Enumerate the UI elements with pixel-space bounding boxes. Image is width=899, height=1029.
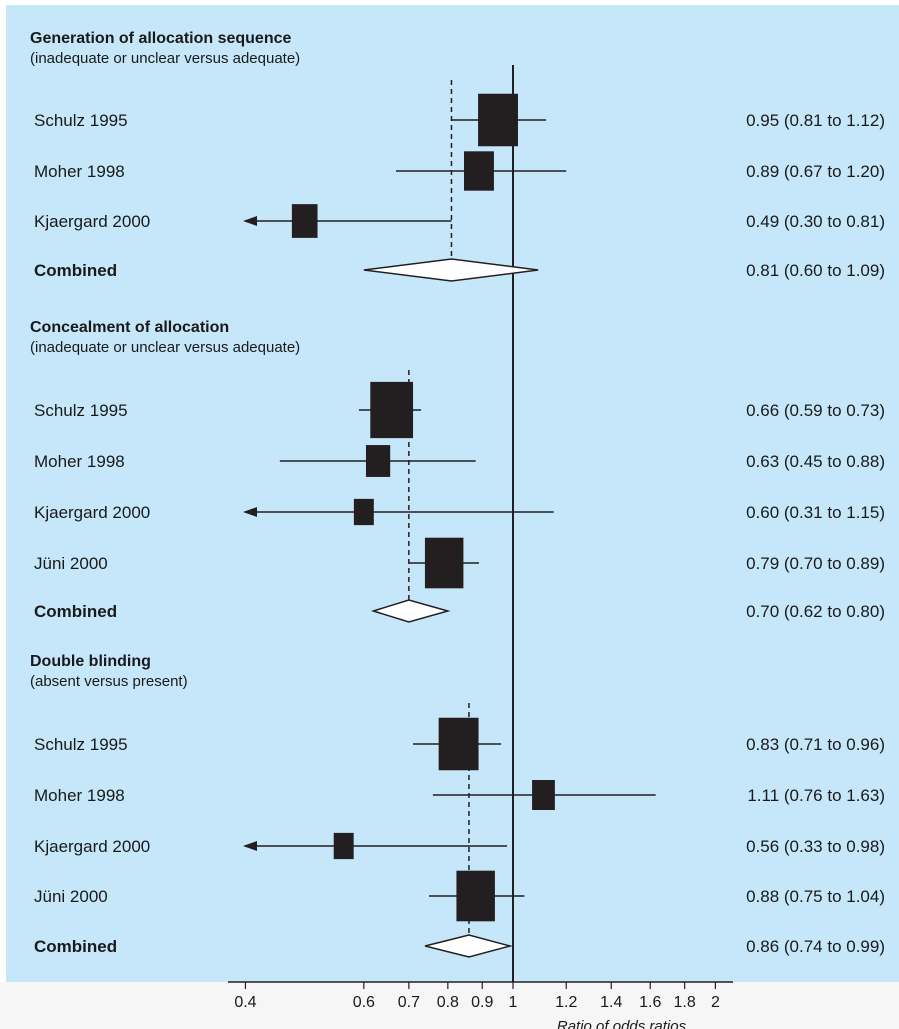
study-label: Kjaergard 2000 <box>34 212 150 231</box>
study-marker <box>370 381 414 439</box>
ci-text: 0.86 (0.74 to 0.99) <box>746 937 885 956</box>
ci-text: 0.49 (0.30 to 0.81) <box>746 212 885 231</box>
study-marker <box>353 498 374 526</box>
ci-text: 0.79 (0.70 to 0.89) <box>746 554 885 573</box>
study-label: Moher 1998 <box>34 452 125 471</box>
ci-text: 0.60 (0.31 to 1.15) <box>746 503 885 522</box>
ci-text: 0.95 (0.81 to 1.12) <box>746 111 885 130</box>
ci-text: 0.70 (0.62 to 0.80) <box>746 602 885 621</box>
group-title: Double blinding <box>30 653 151 670</box>
chart-panel <box>6 5 899 982</box>
study-marker <box>438 717 479 771</box>
combined-diamond <box>424 934 513 958</box>
study-marker <box>365 445 391 477</box>
x-tick-label: 0.9 <box>471 994 493 1011</box>
study-label: Moher 1998 <box>34 162 125 181</box>
study-label: Schulz 1995 <box>34 111 128 130</box>
ci-text: 0.56 (0.33 to 0.98) <box>746 837 885 856</box>
combined-diamond <box>370 599 451 623</box>
study-marker <box>456 870 495 922</box>
combined-label: Combined <box>34 602 117 621</box>
study-marker <box>333 832 354 860</box>
x-tick-label: 0.8 <box>437 994 459 1011</box>
group-title: Concealment of allocation <box>30 319 229 336</box>
truncation-arrow <box>243 507 257 517</box>
study-label: Moher 1998 <box>34 786 125 805</box>
group-subtitle: (absent versus present) <box>30 673 188 690</box>
group-title: Generation of allocation sequence <box>30 30 291 47</box>
x-axis-title: Ratio of odds ratios <box>557 1018 687 1029</box>
ci-text: 0.66 (0.59 to 0.73) <box>746 401 885 420</box>
x-tick-label: 2 <box>711 994 720 1011</box>
ci-text: 1.11 (0.76 to 1.63) <box>747 786 885 805</box>
chart-footer <box>0 982 899 1029</box>
combined-diamond <box>363 258 539 282</box>
x-tick-label: 1 <box>509 994 518 1011</box>
study-label: Schulz 1995 <box>34 401 128 420</box>
x-tick-label: 0.6 <box>353 994 375 1011</box>
combined-label: Combined <box>34 937 117 956</box>
study-label: Jüni 2000 <box>34 554 108 573</box>
group-subtitle: (inadequate or unclear versus adequate) <box>30 339 300 356</box>
ci-text: 0.88 (0.75 to 1.04) <box>746 887 885 906</box>
study-label: Jüni 2000 <box>34 887 108 906</box>
x-tick-label: 0.7 <box>398 994 420 1011</box>
group-subtitle: (inadequate or unclear versus adequate) <box>30 50 300 67</box>
ci-text: 0.83 (0.71 to 0.96) <box>746 735 885 754</box>
study-marker <box>464 151 494 191</box>
x-tick-label: 1.8 <box>674 994 696 1011</box>
truncation-arrow <box>243 216 257 226</box>
x-tick-label: 1.6 <box>639 994 661 1011</box>
ci-text: 0.81 (0.60 to 1.09) <box>746 261 885 280</box>
x-tick-label: 1.2 <box>555 994 577 1011</box>
truncation-arrow <box>243 841 257 851</box>
x-tick-label: 1.4 <box>600 994 622 1011</box>
study-label: Kjaergard 2000 <box>34 837 150 856</box>
combined-label: Combined <box>34 261 117 280</box>
study-label: Kjaergard 2000 <box>34 503 150 522</box>
study-marker <box>424 537 464 589</box>
study-marker <box>532 780 555 810</box>
x-tick-label: 0.4 <box>234 994 256 1011</box>
study-marker <box>478 93 518 147</box>
study-marker <box>291 204 318 238</box>
ci-text: 0.63 (0.45 to 0.88) <box>746 452 885 471</box>
study-label: Schulz 1995 <box>34 735 128 754</box>
ci-text: 0.89 (0.67 to 1.20) <box>746 162 885 181</box>
